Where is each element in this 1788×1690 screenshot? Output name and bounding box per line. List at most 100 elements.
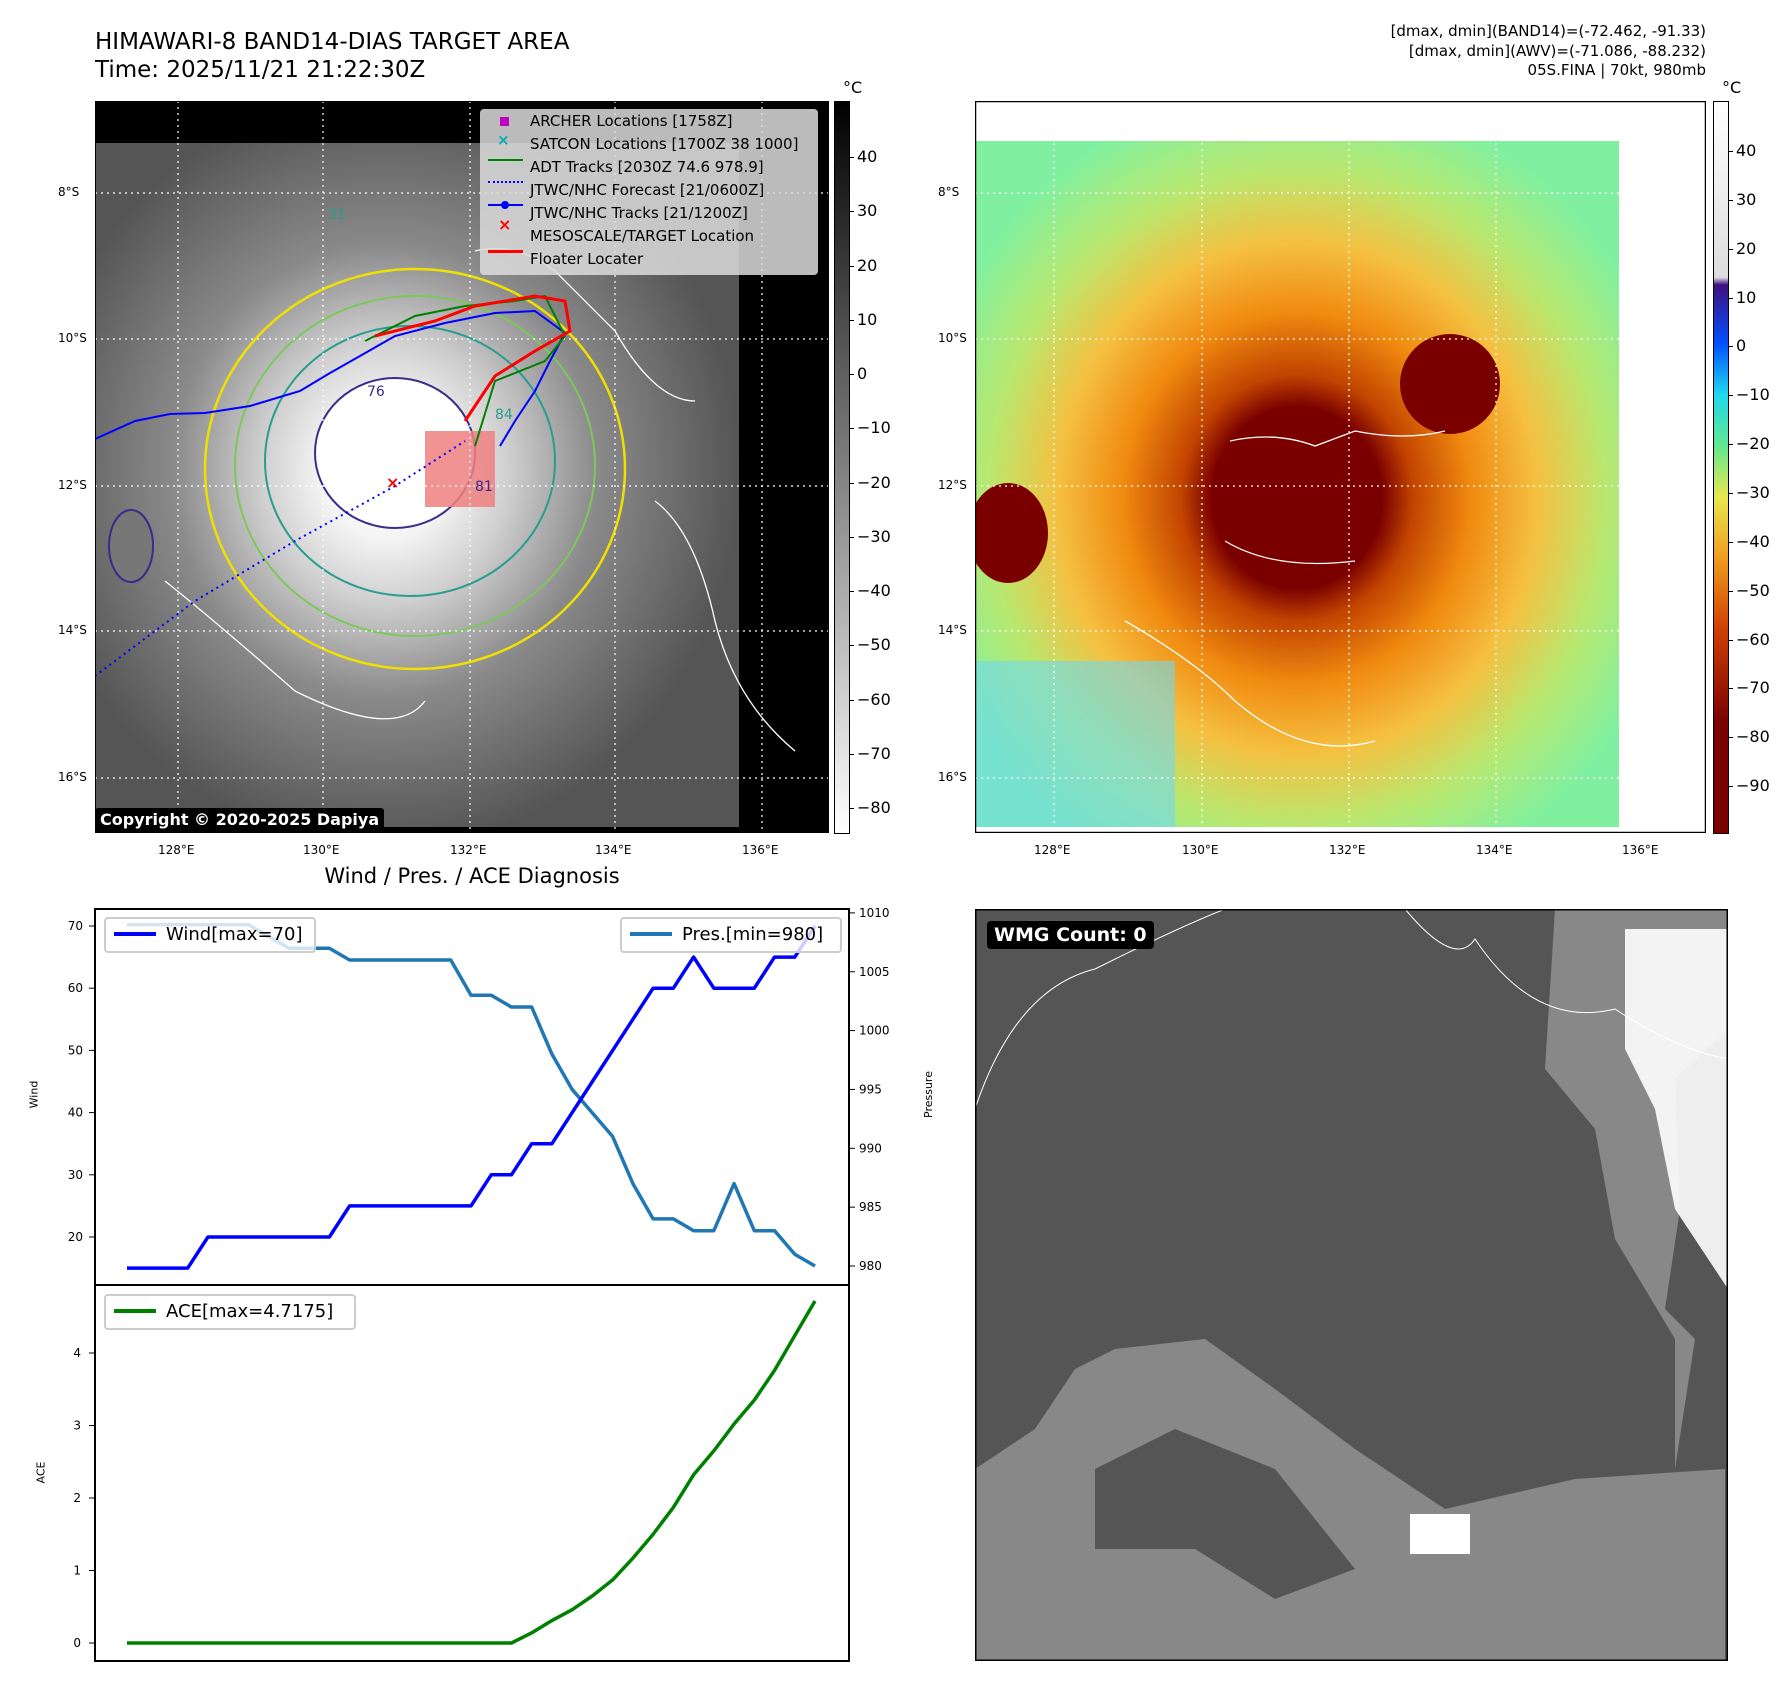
right-colorbar-tick: −40 <box>1736 531 1770 551</box>
colorbar-tick-mark <box>1728 541 1733 543</box>
left-colorbar-unit: °C <box>843 78 863 97</box>
colorbar-tick-mark <box>849 699 854 701</box>
left-colorbar-tick: 30 <box>857 201 878 221</box>
pressure-legend: Pres.[min=980] <box>620 917 842 953</box>
pressure-legend-label: Pres.[min=980] <box>682 924 824 945</box>
figure-title: HIMAWARI-8 BAND14-DIAS TARGET AREA Time:… <box>95 28 569 84</box>
lon-label-right: 128°E <box>1034 843 1071 857</box>
colorbar-tick-mark <box>1728 786 1733 788</box>
wmg-region-white <box>1410 1514 1470 1554</box>
left-colorbar-tick: 20 <box>857 255 878 275</box>
adt-line-icon <box>488 159 523 161</box>
ace-tick-label: 2 <box>73 1491 81 1505</box>
lat-label-right: 12°S <box>938 478 967 492</box>
left-colorbar-tick: −50 <box>857 635 891 655</box>
map-legend: × × ARCHER Locations [1758Z] SATCON Loca… <box>480 109 818 275</box>
legend-tracks: JTWC/NHC Tracks [21/1200Z] <box>530 204 748 222</box>
ace-series-line <box>127 1300 817 1645</box>
legend-satcon: SATCON Locations [1700Z 38 1000] <box>530 135 799 153</box>
ace-line-icon <box>114 1309 156 1313</box>
left-colorbar-tick: −80 <box>857 798 891 817</box>
target-location-marker: × <box>386 473 399 492</box>
contour-label: 76 <box>367 384 385 400</box>
colorbar-tick-mark <box>849 808 854 809</box>
left-colorbar-tick: −10 <box>857 418 891 438</box>
convective-cell <box>975 483 1048 583</box>
time-text: Time: 2025/11/21 21:22:30Z <box>95 57 426 83</box>
clear-sky-region <box>975 661 1175 827</box>
lat-label-left: 8°S <box>58 185 80 199</box>
colorbar-tick-mark <box>1728 590 1733 592</box>
jtwc-forecast-track <box>95 440 466 677</box>
left-colorbar <box>834 101 850 834</box>
wind-tick-label: 60 <box>68 981 83 995</box>
contour-small-cell <box>108 509 154 583</box>
right-colorbar-tick: −90 <box>1736 776 1770 796</box>
right-colorbar-tick: 10 <box>1736 287 1757 307</box>
right-colorbar-tick: 40 <box>1736 141 1757 160</box>
left-colorbar-tick: −70 <box>857 743 891 763</box>
colorbar-tick-mark <box>849 482 854 484</box>
info-band14: [dmax, dmin](BAND14)=(-72.462, -91.33) <box>1390 22 1706 40</box>
ace-tick-label: 1 <box>73 1564 81 1578</box>
wmg-count-label: WMG Count: 0 <box>987 921 1154 949</box>
pressure-series-line <box>127 922 816 1268</box>
lon-label-left: 134°E <box>595 843 632 857</box>
coastline <box>975 909 1728 1110</box>
ace-tick-label: 3 <box>73 1419 81 1433</box>
colorbar-tick-mark <box>1728 248 1733 250</box>
wind-tick-label: 40 <box>68 1106 83 1120</box>
right-colorbar-unit: °C <box>1722 78 1742 97</box>
colorbar-tick-mark <box>849 211 854 213</box>
contour-label: 81 <box>475 479 493 495</box>
pressure-tick-label: 985 <box>859 1200 882 1214</box>
pressure-tick-label: 1010 <box>859 906 890 920</box>
floater-track <box>374 294 572 422</box>
info-awv: [dmax, dmin](AWV)=(-71.086, -88.232) <box>1408 41 1706 60</box>
right-colorbar-tick: −80 <box>1736 727 1770 747</box>
colorbar-tick-mark <box>1728 492 1733 494</box>
info-block: [dmax, dmin](BAND14)=(-72.462, -91.33) [… <box>1391 22 1706 81</box>
copyright-label: Copyright © 2020-2025 Dapiya <box>95 808 385 831</box>
right-colorbar-tick: −60 <box>1736 629 1770 649</box>
wind-axis-label: Wind <box>27 1080 41 1109</box>
lat-label-right: 14°S <box>938 623 967 637</box>
lon-label-right: 132°E <box>1329 843 1366 857</box>
chart-title: Wind / Pres. / ACE Diagnosis <box>324 864 620 888</box>
legend-archer: ARCHER Locations [1758Z] <box>530 112 733 130</box>
diagnosis-chart: 20 30 40 50 60 70 980 985 990 995 1000 1005 1010 0 1 2 3… <box>68 906 890 1662</box>
lat-label-left: 10°S <box>58 331 87 345</box>
colorbar-tick-mark <box>1728 297 1733 299</box>
colorbar-tick-mark <box>1728 688 1733 690</box>
target-marker-icon: × <box>498 215 512 234</box>
colorbar-tick-mark <box>849 428 854 430</box>
right-colorbar-tick: −50 <box>1736 580 1770 600</box>
wind-tick-label: 30 <box>68 1168 83 1182</box>
right-colorbar-tick: 20 <box>1736 238 1757 258</box>
contour-yellow <box>203 267 627 671</box>
legend-floater: Floater Locater <box>530 250 644 268</box>
pressure-line-icon <box>630 932 672 936</box>
colorbar-tick-mark <box>849 157 854 158</box>
left-colorbar-tick: −30 <box>857 526 891 546</box>
pressure-tick-label: 980 <box>859 1259 882 1273</box>
legend-adt: ADT Tracks [2030Z 74.6 978.9] <box>530 158 764 176</box>
wind-tick-label: 50 <box>68 1043 83 1057</box>
right-colorbar-tick: 0 <box>1736 336 1747 356</box>
title-text: HIMAWARI-8 BAND14-DIAS TARGET AREA <box>95 29 570 55</box>
left-colorbar-tick: −40 <box>857 581 891 600</box>
lat-label-left: 16°S <box>58 770 87 784</box>
lon-label-left: 132°E <box>450 843 487 857</box>
pressure-axis-label: Pressure <box>921 1071 935 1118</box>
right-colorbar-tick: −70 <box>1736 678 1770 698</box>
forecast-line-icon <box>488 181 523 183</box>
lat-label-left: 12°S <box>58 478 87 492</box>
pressure-tick-label: 995 <box>859 1082 882 1096</box>
left-colorbar-tick: 10 <box>857 309 878 329</box>
right-colorbar-tick: 30 <box>1736 189 1757 209</box>
lat-label-right: 10°S <box>938 331 967 345</box>
colorbar-tick-mark <box>849 265 854 267</box>
colorbar-tick-mark <box>1728 737 1733 739</box>
wmg-region-dark <box>1095 1429 1355 1599</box>
left-colorbar-tick: 40 <box>857 147 878 166</box>
